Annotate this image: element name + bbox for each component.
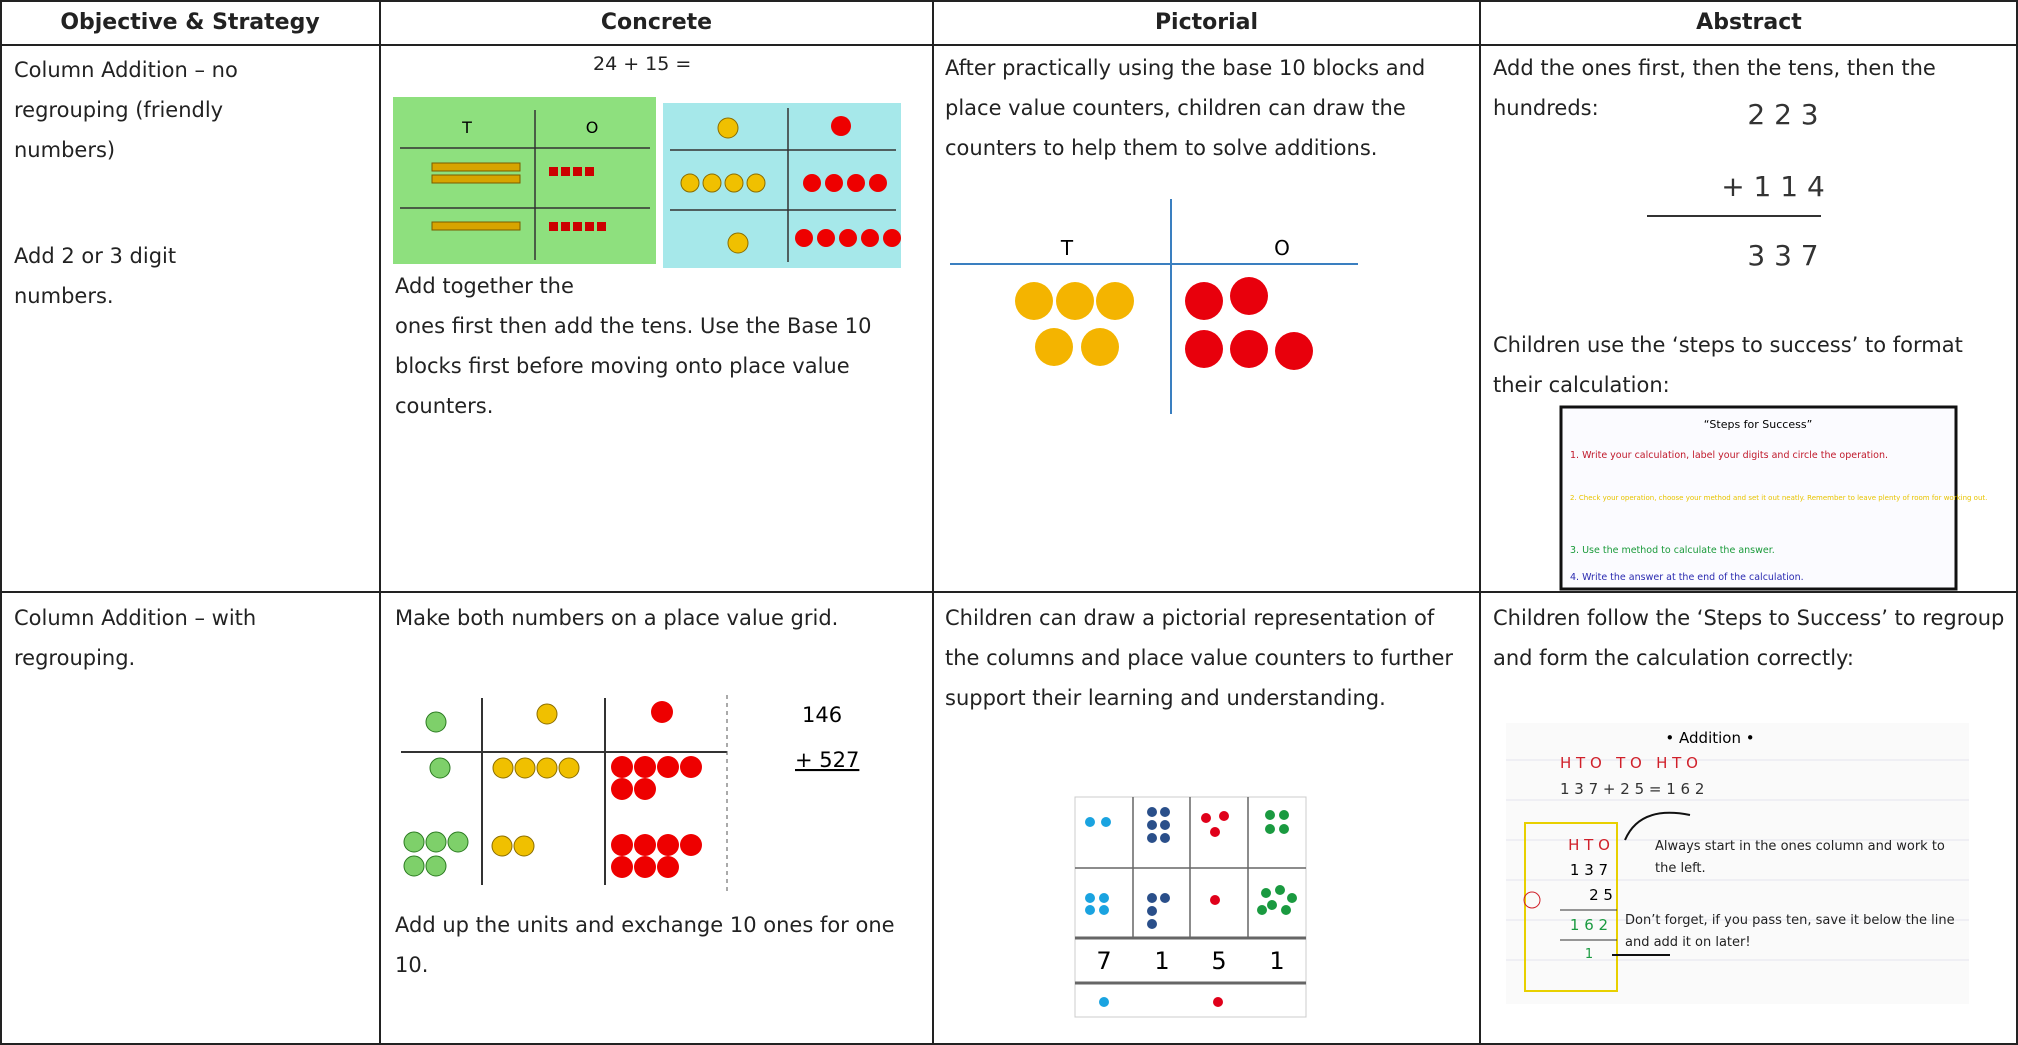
column-total: 1: [1269, 947, 1284, 975]
header: Concrete: [600, 10, 713, 35]
grid-line-text: 1 3 7: [1570, 861, 1608, 879]
base10-lines: [400, 110, 650, 260]
pictorial-text: Children can draw a pictorial representa…: [945, 606, 1454, 710]
calc-line: + 527: [795, 748, 859, 772]
note-box: Always start in the ones column and work…: [1655, 839, 1945, 876]
image-sum: 1 3 7 + 2 5 = 1 6 2: [1560, 780, 1704, 798]
image-labels: H T O T O H T O: [1560, 754, 1698, 772]
column-total: 1: [1154, 947, 1169, 975]
calc-line: + 1 1 4: [1721, 170, 1825, 203]
objective: Add 2 or 3 digit numbers.: [14, 244, 177, 308]
ones-counters: [795, 116, 901, 247]
steps-title: “Steps for Success”: [1704, 418, 1813, 431]
hundreds-counters: [403, 711, 469, 877]
image-note: Don’t forget, if you pass ten, save it b…: [1625, 913, 1955, 950]
grid-lines: [1075, 797, 1306, 985]
pictorial-lines: [950, 199, 1358, 414]
grid-line-text: H T O: [1568, 836, 1610, 854]
arrow: [1624, 811, 1691, 841]
pv-header: O: [1274, 236, 1290, 260]
abstract-intro: Add the ones first, then the tens, then …: [1493, 56, 1936, 120]
step: 3. Use the method to calculate the answe…: [1570, 545, 1775, 556]
grid-line-text: 2 5: [1589, 886, 1613, 904]
note-box: Don’t forget, if you pass ten, save it b…: [1625, 913, 1955, 950]
concrete-text: Add up the units and exchange 10 ones fo…: [395, 913, 895, 977]
objective: Column Addition – with regrouping.: [14, 606, 257, 670]
grid-dots: [1085, 807, 1297, 1007]
operation-circle: [1523, 891, 1541, 909]
tens-counters-2: [491, 703, 580, 857]
calc-line: 146: [802, 703, 842, 727]
counter-lines: [670, 108, 896, 262]
concrete-text: ones first then add the tens. Use the Ba…: [395, 314, 872, 418]
column-box: [1524, 822, 1618, 992]
ones-counters-2: [611, 701, 702, 878]
objective: Column Addition – no regrouping (friendl…: [14, 58, 238, 162]
header: Objective & Strategy: [60, 10, 320, 35]
step: 4. Write the answer at the end of the ca…: [1570, 572, 1804, 583]
column-total: 7: [1096, 947, 1111, 975]
tens-rods: [431, 162, 521, 231]
abstract-text: Children follow the ‘Steps to Success’ t…: [1493, 606, 2005, 670]
tens-counters: [680, 117, 766, 254]
calc-line: 2 2 3: [1747, 98, 1818, 131]
steps-box: [1559, 405, 1958, 591]
drawn-tens: [1015, 282, 1134, 366]
grid-line-text: 1: [1585, 947, 1593, 962]
pv-header: T: [1060, 236, 1074, 260]
grid-line-text: 1 6 2: [1570, 916, 1608, 934]
concrete-text: Make both numbers on a place value grid.: [395, 606, 839, 630]
header: Pictorial: [1154, 10, 1259, 35]
drawn-ones: [1185, 277, 1313, 370]
concrete-text: Add together the: [395, 274, 574, 298]
image-title: • Addition •: [1665, 729, 1754, 747]
image-grid: [1506, 759, 1969, 961]
header: Abstract: [1696, 10, 1802, 35]
image-note: Always start in the ones column and work…: [1655, 839, 1945, 876]
calc-line: 3 3 7: [1747, 239, 1818, 272]
step: 2. Check your operation, choose your met…: [1570, 494, 1987, 502]
ones-cubes: [549, 167, 606, 231]
column-total: 5: [1211, 947, 1226, 975]
abstract-text: Children use the ‘steps to success’ to f…: [1493, 333, 1963, 397]
sum: 24 + 15 =: [593, 53, 692, 75]
step: 1. Write your calculation, label your di…: [1570, 450, 1888, 461]
counter-grid: [401, 698, 727, 885]
pv-header: T: [461, 118, 472, 137]
pictorial-text: After practically using the base 10 bloc…: [945, 56, 1426, 160]
addition-image: [1506, 723, 1969, 1004]
pv-header: O: [586, 118, 599, 137]
